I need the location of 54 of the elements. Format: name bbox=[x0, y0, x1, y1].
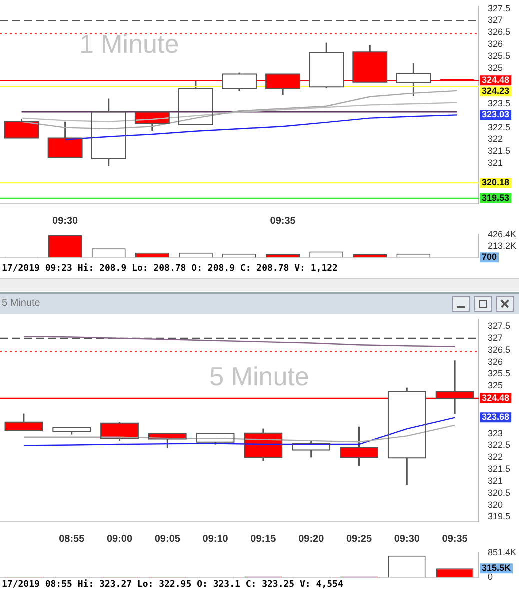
y-tick-label: 325 bbox=[488, 62, 504, 73]
annotation: 323.68 bbox=[482, 412, 510, 422]
y-tick-label: 320.5 bbox=[488, 488, 511, 498]
y-tick-label: 326 bbox=[488, 38, 504, 49]
text: 17/2019 09:23 Hi: 208.9 Lo: 208.78 O: 208.9 C: 208.78 V: 1,122 bbox=[2, 264, 338, 274]
ref-line-label: 319.53 bbox=[482, 193, 510, 204]
y-tick-label: 323 bbox=[488, 428, 504, 438]
y-tick-label: 325.5 bbox=[488, 50, 511, 61]
x-tick-label: 09:20 bbox=[298, 534, 325, 545]
annotation: 315.5K bbox=[482, 563, 512, 574]
x-tick-label: 09:35 bbox=[270, 216, 296, 227]
y-tick-label: 322 bbox=[488, 452, 504, 462]
text: 1 Minute bbox=[79, 29, 180, 60]
y-tick-label: 321 bbox=[488, 158, 504, 168]
x-tick-label: 09:05 bbox=[154, 534, 181, 545]
y-tick-label: 851.4K bbox=[488, 548, 517, 558]
x-tick-label: 09:30 bbox=[52, 216, 79, 227]
x-tick-label: 09:00 bbox=[106, 534, 133, 545]
ref-line-label: 324.23 bbox=[482, 86, 510, 96]
y-tick-label: 322.5 bbox=[488, 440, 511, 450]
y-tick-label: 327.5 bbox=[488, 3, 511, 14]
y-tick-label: 321 bbox=[488, 476, 504, 486]
y-tick-label: 323.5 bbox=[488, 98, 511, 108]
text: 17/2019 08:55 Hi: 323.27 Lo: 322.95 O: 323.1 C: 323.25 V: 4,554 bbox=[2, 580, 344, 589]
x-tick-label: 09:35 bbox=[442, 534, 468, 545]
y-tick-label: 426.4K bbox=[488, 230, 517, 240]
ref-line-label: 324.48 bbox=[482, 75, 510, 86]
y-tick-label: 326.5 bbox=[488, 27, 511, 38]
y-tick-label: 327.5 bbox=[488, 321, 511, 332]
y-tick-label: 322 bbox=[488, 134, 504, 144]
y-tick-label: 0 bbox=[488, 572, 494, 582]
x-tick-label: 09:15 bbox=[250, 534, 277, 545]
text: 5 Minute bbox=[210, 361, 310, 392]
y-tick-label: 213.2K bbox=[488, 240, 517, 251]
y-tick-label: 321.5 bbox=[488, 146, 511, 156]
annotation: 323.03 bbox=[482, 110, 510, 120]
y-tick-label: 327 bbox=[488, 332, 504, 343]
y-tick-label: 325 bbox=[488, 380, 504, 391]
y-tick-label: 325.5 bbox=[488, 368, 511, 379]
y-tick-label: 320 bbox=[488, 500, 504, 510]
x-tick-label: 09:10 bbox=[202, 534, 229, 545]
x-tick-label: 09:25 bbox=[346, 534, 372, 545]
y-tick-label: 319.5 bbox=[488, 512, 511, 522]
y-tick-label: 322.5 bbox=[488, 122, 511, 132]
ref-line-label: 324.48 bbox=[482, 393, 510, 404]
y-tick-label: 326.5 bbox=[488, 344, 511, 355]
y-tick-label: 321.5 bbox=[488, 464, 511, 474]
x-tick-label: 09:30 bbox=[394, 534, 420, 545]
ref-line-label: 320.18 bbox=[482, 178, 510, 188]
y-tick-label: 327 bbox=[488, 15, 504, 26]
x-tick-label: 08:55 bbox=[59, 534, 86, 545]
annotation: 700 bbox=[482, 252, 498, 262]
window-bar: 5 Minute bbox=[0, 292, 519, 314]
y-tick-label: 326 bbox=[488, 356, 504, 367]
